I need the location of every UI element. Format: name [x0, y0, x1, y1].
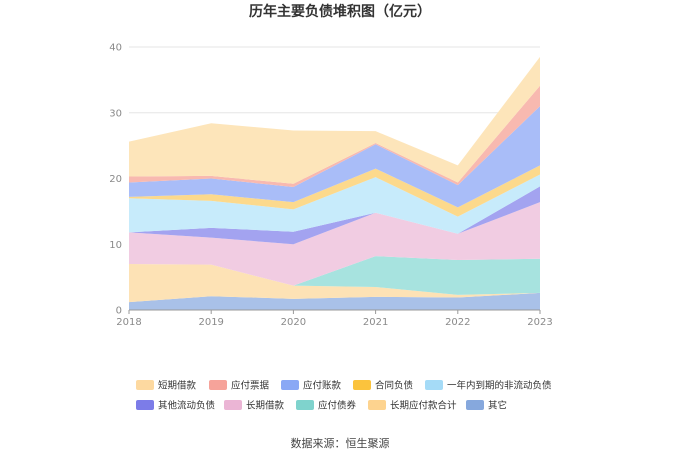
legend-swatch	[136, 400, 154, 410]
y-tick-label: 40	[109, 43, 122, 54]
legend-swatch	[281, 380, 299, 390]
area-series-8	[129, 85, 540, 188]
y-tick-label: 20	[109, 174, 122, 185]
area-series-6	[129, 165, 540, 217]
axes: 0 10 20 30 40 2018 2019 2020 2021 2022 2023	[109, 43, 552, 329]
x-tick-label: 2018	[116, 317, 141, 328]
area-series-4	[129, 186, 540, 245]
area-series-1	[129, 263, 540, 303]
y-tick-label: 10	[109, 240, 122, 251]
y-tick-label: 30	[109, 108, 122, 119]
x-tick-label: 2022	[445, 317, 470, 328]
area-series-9	[129, 56, 540, 184]
legend-swatch	[425, 380, 443, 390]
data-source-note: 数据来源：恒生聚源	[291, 436, 390, 450]
area-series-7	[129, 106, 540, 208]
x-tick-label: 2020	[281, 317, 306, 328]
legend-label: 其他流动负债	[158, 400, 216, 412]
legend-swatch	[224, 400, 242, 410]
area-series-5	[129, 174, 540, 234]
legend-swatch	[296, 400, 314, 410]
legend-label: 其它	[488, 400, 507, 412]
legend-label: 长期借款	[246, 400, 285, 412]
legend-swatch	[368, 400, 386, 410]
area-series	[129, 56, 540, 310]
legend-swatch	[209, 380, 227, 390]
x-tick-label: 2023	[527, 317, 552, 328]
legend-label: 应付账款	[303, 380, 342, 392]
area-series-2	[129, 256, 540, 295]
legend-swatch	[466, 400, 484, 410]
chart-title: 历年主要负债堆积图（亿元）	[249, 3, 431, 20]
legend-label: 应付票据	[231, 380, 270, 392]
area-series-0	[129, 292, 540, 310]
legend-label: 合同负债	[375, 380, 414, 392]
legend-label: 一年内到期的非流动负债	[447, 380, 552, 392]
legend-swatch	[136, 380, 154, 390]
area-series-3	[129, 202, 540, 286]
x-tick-label: 2019	[198, 317, 223, 328]
legend-swatch	[353, 380, 371, 390]
legend-label: 应付债券	[318, 400, 357, 412]
x-tick-label: 2021	[363, 317, 388, 328]
y-tick-label: 0	[116, 306, 122, 317]
legend-label: 长期应付款合计	[390, 400, 457, 412]
legend-label: 短期借款	[158, 380, 197, 392]
